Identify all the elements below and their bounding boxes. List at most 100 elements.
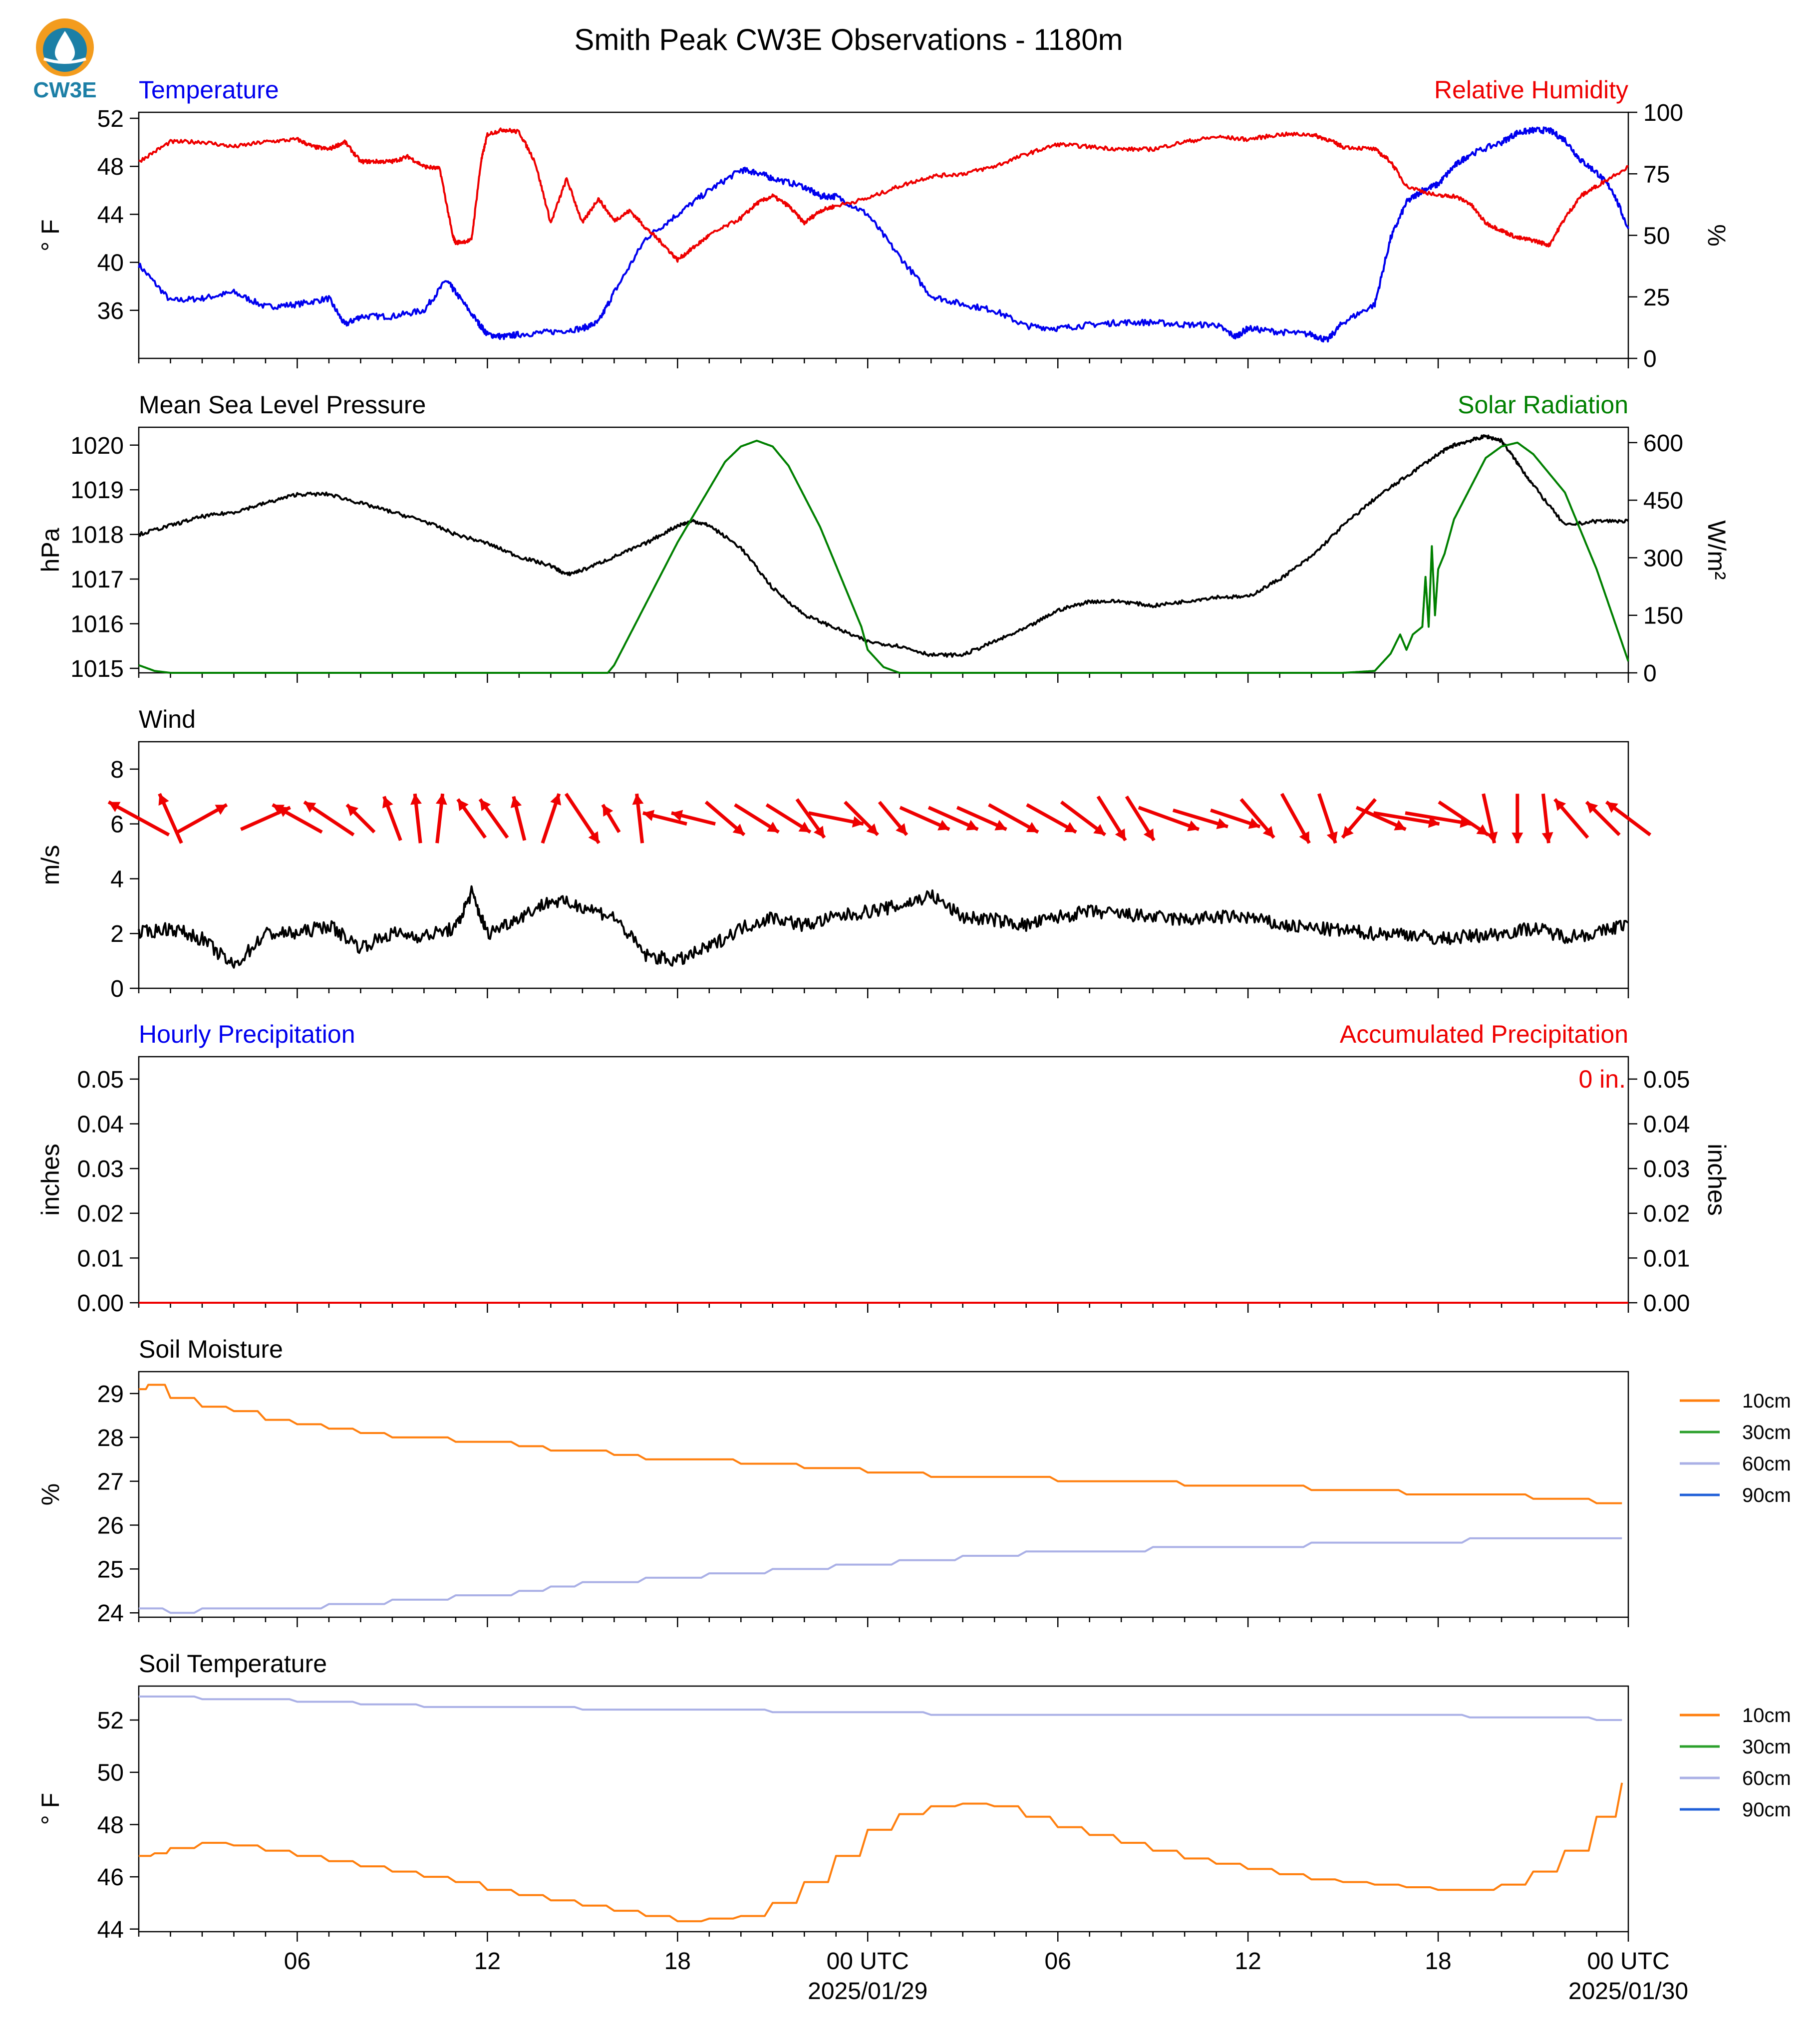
wind-arrowhead [1262,826,1274,838]
series-line-10cm [139,1384,1622,1504]
wind-arrowhead [158,794,169,806]
wind-arrowhead [1512,833,1523,844]
y-tick-label-left: 24 [97,1600,124,1627]
x-date-label: 2025/01/29 [808,1978,927,2005]
x-tick-label: 00 UTC [827,1948,909,1975]
series-line-10cm [139,1782,1623,1923]
y-tick-label-left: 2 [110,921,124,947]
wind-arrowhead [458,799,469,812]
cw3e-logo: CW3E [33,18,97,102]
wind-arrowhead [1299,831,1309,844]
x-tick-label: 06 [1044,1948,1071,1975]
wind-arrowhead [1115,828,1126,841]
series-line-temperature [138,126,1629,343]
wind-arrowhead [966,820,978,831]
y-tick-label-left: 44 [97,1917,124,1943]
panel-title-left: Soil Temperature [139,1650,327,1678]
panel-title-right: Solar Radiation [1458,391,1628,419]
figure-title: Smith Peak CW3E Observations - 1180m [574,23,1123,56]
y-axis-label-left: m/s [36,845,64,885]
wind-arrowhead [304,802,316,813]
wind-arrowhead [1541,832,1553,844]
logo-drop-icon [55,31,75,63]
panel-soil_moisture: Soil Moisture 24 25 26 27 28 29% 10cm 30cm 60cm 90… [36,1335,1791,1627]
x-tick-label: 12 [474,1948,501,1975]
wind-arrowhead [1342,826,1354,838]
panel-title-left: Soil Moisture [139,1335,283,1363]
legend-label: 60cm [1742,1453,1791,1475]
y-tick-label-left: 52 [97,1708,124,1734]
y-tick-label-right: 50 [1643,223,1670,250]
wind-arrowhead [798,822,811,833]
x-tick-label: 18 [1425,1948,1451,1975]
y-tick-label-right: 450 [1643,488,1683,514]
y-tick-label-right: 0.05 [1643,1067,1690,1093]
y-tick-label-left: 6 [110,812,124,838]
y-axis-label-left: ° F [36,219,64,251]
wind-arrowhead [550,794,562,806]
wind-arrowhead [346,805,358,817]
y-tick-label-left: 28 [97,1425,124,1451]
wind-vector [107,800,170,837]
y-tick-label-left: 48 [97,1812,124,1838]
wind-arrowhead [767,822,779,833]
wind-arrowhead [866,823,878,835]
y-tick-label-left: 29 [97,1381,124,1408]
y-tick-label-right: 100 [1643,100,1683,126]
x-tick-label: 12 [1234,1948,1261,1975]
y-tick-label-left: 48 [97,154,124,180]
x-tick-label: 00 UTC [1587,1948,1669,1975]
series-line-60cm [139,1537,1622,1614]
y-tick-label-left: 36 [97,298,124,324]
wind-arrowhead [1064,822,1076,833]
y-tick-label-right: 0 [1643,346,1657,372]
panel-title-left: Mean Sea Level Pressure [139,391,426,419]
y-axis-label-right: % [1703,224,1731,246]
legend-label: 10cm [1742,1705,1791,1727]
x-date-label: 2025/01/30 [1568,1978,1688,2005]
y-tick-label-left: 25 [97,1556,124,1583]
y-axis-label-left: inches [36,1144,64,1216]
y-tick-label-right: 0 [1643,660,1657,687]
y-tick-label-left: 46 [97,1864,124,1891]
wind-arrowhead [1428,816,1440,828]
y-tick-label-left: 1019 [70,477,124,504]
logo-label: CW3E [33,78,96,102]
accumulated-precip-value: 0 in. [1578,1065,1626,1093]
y-tick-label-right: 150 [1643,603,1683,629]
wind-arrowhead [1216,818,1228,830]
wind-arrowhead [1476,824,1489,835]
y-tick-label-right: 600 [1643,430,1683,457]
panel-title-right: Relative Humidity [1434,76,1628,104]
wind-arrowhead [1093,824,1105,835]
y-tick-label-left: 44 [97,202,124,228]
logo-wave-icon [43,57,86,64]
y-tick-label-left: 0.04 [77,1111,124,1138]
panel-precipitation: Hourly Precipitation Accumulated Precipit… [36,1020,1731,1317]
y-tick-label-left: 0.01 [77,1245,124,1272]
wind-vector [1405,811,1472,826]
series-line-relative-humidity [138,127,1629,263]
wind-arrowhead [632,794,644,805]
wind-arrowhead [813,826,825,838]
panel-title-left: Hourly Precipitation [139,1020,355,1048]
panels: Temperature Relative Humidity364044485202… [36,76,1791,2005]
y-tick-label-left: 0.02 [77,1201,124,1227]
wind-arrowhead [1586,802,1598,814]
x-tick-label: 18 [664,1948,691,1975]
y-tick-label-left: 0.00 [77,1290,124,1317]
series-line-60cm [139,1695,1622,1721]
wind-arrowhead [852,816,864,828]
wind-arrowhead [1143,828,1154,841]
legend-label: 90cm [1742,1799,1791,1821]
legend-label: 10cm [1742,1390,1791,1412]
y-axis-label-right: W/m² [1703,520,1731,579]
wind-arrowhead [994,820,1007,831]
wind-vector [1138,806,1200,831]
y-tick-label-left: 0 [110,976,124,1002]
wind-arrowhead [1486,832,1498,844]
legend-label: 30cm [1742,1422,1791,1444]
series-line-mean-sea-level-pressure [138,434,1629,658]
y-tick-label-left: 8 [110,757,124,783]
